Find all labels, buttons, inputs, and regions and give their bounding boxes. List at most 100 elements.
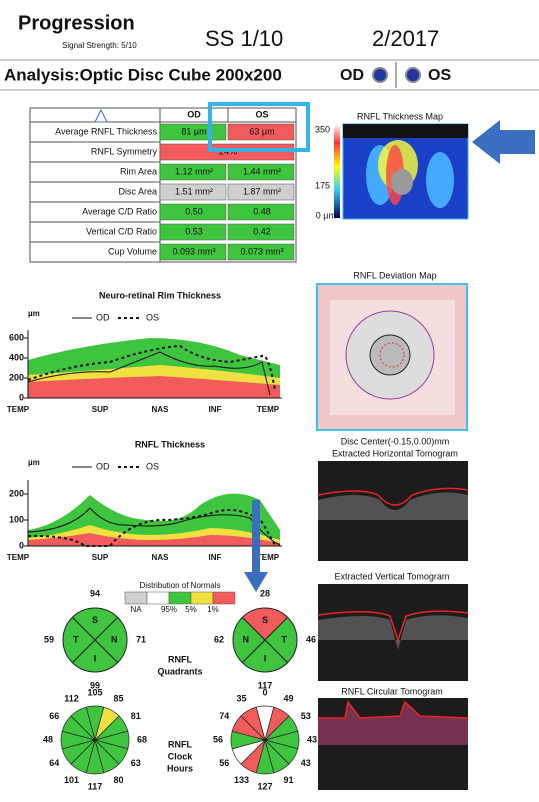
- row-label: Rim Area: [120, 166, 157, 176]
- signal-strength: Signal Strength: 5/10: [62, 41, 137, 50]
- legend-swatch: [125, 592, 147, 604]
- y-tick-label: 0: [19, 540, 24, 550]
- legend-swatch: [213, 592, 235, 604]
- x-label: NAS: [152, 553, 170, 562]
- cell-value: 0.073 mm³: [240, 246, 283, 256]
- row-label: Vertical C/D Ratio: [86, 226, 157, 236]
- tomogram-title: RNFL Circular Tomogram: [341, 686, 443, 696]
- clock-value: 85: [113, 694, 123, 704]
- clock-label: Clock: [168, 751, 194, 761]
- quadrant-value: 59: [44, 634, 54, 644]
- legend-label: OS: [146, 461, 159, 471]
- chart-title: Neuro-retinal Rim Thickness: [99, 290, 221, 300]
- x-label: NAS: [152, 405, 170, 414]
- disc-center: Disc Center(-0.15,0.00)mm: [341, 436, 450, 446]
- quadrant-label: RNFL: [168, 654, 192, 664]
- clock-value: 101: [64, 775, 79, 785]
- clock-label: RNFL: [168, 739, 192, 749]
- legend-label: NA: [130, 605, 142, 614]
- clock-value: 81: [131, 711, 141, 721]
- clock-value: 43: [301, 758, 311, 768]
- clock-value: 56: [213, 734, 223, 744]
- tomogram-title: Extracted Vertical Tomogram: [335, 571, 450, 581]
- x-label: SUP: [92, 553, 109, 562]
- quadrant-value: 46: [306, 634, 316, 644]
- map-title: RNFL Deviation Map: [353, 270, 436, 280]
- row-label: Cup Volume: [108, 246, 157, 256]
- quadrant-letter: T: [73, 634, 79, 644]
- legend-label: 5%: [185, 605, 197, 614]
- color-bar: [334, 124, 340, 218]
- x-label: INF: [209, 405, 222, 414]
- clock-value: 43: [307, 734, 317, 744]
- header-text: OD: [187, 109, 201, 119]
- x-label: TEMP: [257, 405, 280, 414]
- cell-value: 1.44 mm²: [243, 166, 281, 176]
- cell-value: 0.093 mm³: [172, 246, 215, 256]
- clock-value: 105: [87, 687, 102, 697]
- analysis-title: Analysis:Optic Disc Cube 200x200: [4, 65, 282, 84]
- header-text: OS: [255, 109, 268, 119]
- legend-swatch: [191, 592, 213, 604]
- clock-value: 0: [262, 687, 267, 697]
- clock-value: 117: [88, 781, 103, 791]
- report: Progression Signal Strength: 5/10 SS 1/1…: [0, 0, 539, 802]
- clock-value: 74: [219, 711, 229, 721]
- map-title: RNFL Thickness Map: [357, 111, 443, 121]
- row-label: Average C/D Ratio: [82, 206, 157, 216]
- y-tick-label: 600: [9, 332, 24, 342]
- x-label: TEMP: [7, 553, 30, 562]
- clock-value: 66: [49, 711, 59, 721]
- metrics-table: ODOSAverage RNFL Thickness81 µm63 µmRNFL…: [30, 108, 296, 262]
- normals-legend: NA 95% 5% 1%: [125, 592, 235, 614]
- clock-value: 127: [257, 781, 272, 791]
- quadrant-letter: N: [243, 634, 250, 644]
- quadrant-letter: I: [94, 654, 97, 664]
- disc: [391, 169, 413, 195]
- map-band: [343, 124, 468, 138]
- x-label: INF: [209, 553, 222, 562]
- row-label: Disc Area: [118, 186, 157, 196]
- clock-value: 53: [301, 711, 311, 721]
- legend-label: 95%: [161, 605, 177, 614]
- clock-value: 91: [283, 775, 293, 785]
- clock-value: 49: [283, 694, 293, 704]
- arrow: [472, 120, 535, 164]
- od-label: OD: [340, 67, 364, 84]
- tomogram-title: Extracted Horizontal Tomogram: [332, 448, 458, 458]
- legend-title: Distribution of Normals: [140, 581, 221, 590]
- os-dot: [406, 68, 420, 82]
- quadrant-letter: T: [281, 634, 287, 644]
- legend-swatch: [169, 592, 191, 604]
- map-blob: [426, 152, 454, 208]
- x-label: TEMP: [7, 405, 30, 414]
- quadrant-value: 28: [260, 588, 270, 598]
- y-tick-label: 200: [9, 488, 24, 498]
- y-tick-label: 400: [9, 352, 24, 362]
- legend-label: 1%: [207, 605, 219, 614]
- quadrant-value: 62: [214, 634, 224, 644]
- cell-value: 1.12 mm²: [175, 166, 213, 176]
- title: Progression: [18, 12, 135, 34]
- cell-value: 0.48: [253, 206, 271, 216]
- clock-value: 68: [137, 734, 147, 744]
- cell-value: 0.50: [185, 206, 203, 216]
- quadrant-label: Quadrants: [157, 666, 202, 676]
- legend-label: OD: [96, 312, 110, 322]
- quadrant-letter: S: [92, 615, 98, 625]
- chart-title: RNFL Thickness: [135, 439, 205, 449]
- cell-value: 0.42: [253, 226, 271, 236]
- x-label: TEMP: [257, 553, 280, 562]
- od-dot: [373, 68, 387, 82]
- date: 2/2017: [372, 26, 439, 51]
- clock-value: 48: [43, 734, 53, 744]
- row-label: RNFL Symmetry: [91, 146, 158, 156]
- clock-value: 63: [131, 758, 141, 768]
- clock-value: 133: [234, 775, 249, 785]
- quadrant-value: 94: [90, 588, 100, 598]
- clock-value: 56: [219, 758, 229, 768]
- legend-label: OS: [146, 312, 159, 322]
- page: { "header": {"title": "Progression", "si…: [0, 0, 539, 802]
- quadrant-letter: S: [262, 615, 268, 625]
- clock-label: Hours: [167, 763, 193, 773]
